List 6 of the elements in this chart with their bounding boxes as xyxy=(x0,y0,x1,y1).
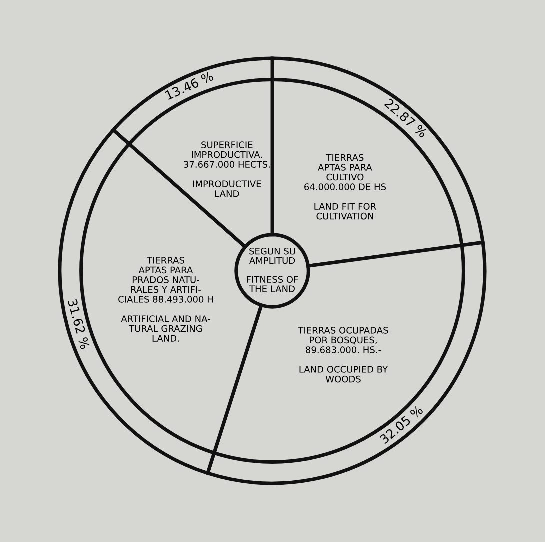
category-label: TIERRAS OCUPADAS POR BOSQUES, 89.683.000. HS.- LAND OCCUPIED BY WOODS xyxy=(298,327,388,383)
category-label: TIERRAS APTAS PARA CULTIVO 64.000.000 DE HS LAND FIT FOR CULTIVATION xyxy=(304,154,386,220)
category-label: TIERRAS APTAS PARA PRADOS NATU- RALES Y ARTIFI- CIALES 88.493.000 H ARTIFICIAL AND NA- TURAL GRAZING LAND. xyxy=(118,257,213,342)
chart-title: SEGUN SU AMPLITUD FITNESS OF THE LAND xyxy=(247,248,298,292)
data-label: 31.62 % xyxy=(68,298,90,350)
category-label: SUPERFICIE IMPRODUCTIVA. 37.667.000 HECTS. IMPRODUCTIVE LAND xyxy=(184,142,270,198)
